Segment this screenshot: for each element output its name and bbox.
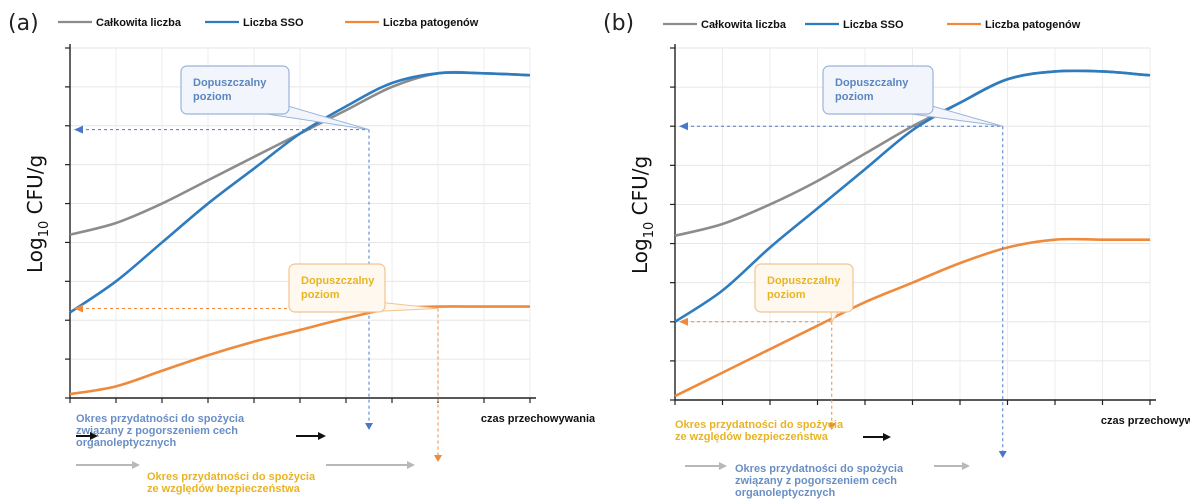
safety-gray-arrow-right-head	[407, 461, 415, 469]
y-axis-label: Log10 CFU/g	[628, 156, 657, 274]
sso-callout-text-1: Dopuszczalny	[835, 77, 909, 89]
pathogen-callout-text-1: Dopuszczalny	[301, 275, 375, 287]
x-axis-label: czas przechowywania	[481, 413, 595, 425]
legend-label: Liczba SSO	[243, 17, 304, 29]
pathogen-callout-text-2: poziom	[301, 289, 340, 301]
pathogen-threshold-arrowhead	[679, 317, 688, 326]
sso-threshold-arrowhead	[679, 122, 688, 131]
legend-label: Liczba patogenów	[985, 19, 1081, 31]
sensory-gray-arrow-right-head	[962, 462, 970, 470]
sensory-note-line: Okres przydatności do spożycia	[735, 463, 904, 475]
sensory-note-line: związany z pogorszeniem cech	[76, 425, 238, 437]
sso-callout-text-2: poziom	[835, 91, 874, 103]
sso-callout-text-2: poziom	[193, 91, 232, 103]
sso-callout-box	[180, 65, 290, 115]
pathogen-time-arrowhead	[434, 455, 442, 462]
pathogen-callout-text-2: poziom	[767, 289, 806, 301]
sensory-note-line: organoleptycznych	[735, 487, 836, 499]
chart-panel-a: (a) Log10 CFU/g czas przechowywania Całkowi…	[8, 11, 595, 495]
pathogen-callout-box	[288, 263, 386, 313]
sensory-gray-arrow-left-head	[719, 462, 727, 470]
pathogen-callout-box	[754, 263, 854, 313]
series-line-pathogens	[674, 237, 1150, 398]
safety-note-line: ze względów bezpieczeństwa	[147, 483, 301, 495]
panel-label: (b)	[603, 11, 634, 36]
legend-label: Całkowita liczba	[701, 19, 787, 31]
safety-note-line: ze względów bezpieczeństwa	[675, 431, 829, 443]
pathogen-callout-text-1: Dopuszczalny	[767, 275, 841, 287]
series-line-pathogens	[69, 305, 530, 396]
legend-label: Całkowita liczba	[96, 17, 182, 29]
legend-label: Liczba SSO	[843, 19, 904, 31]
safety-black-arrow-head	[883, 433, 891, 441]
panel-label: (a)	[8, 11, 39, 36]
series-line-sso	[674, 69, 1151, 323]
x-axis-label: czas przechowywania	[1101, 415, 1190, 427]
pathogen-time-arrowhead	[827, 423, 836, 430]
pathogen-threshold-arrowhead	[74, 304, 83, 313]
sensory-black-arrow-left-head	[90, 432, 98, 440]
series-line-sso	[69, 71, 531, 314]
y-axis-label: Log10 CFU/g	[23, 155, 52, 273]
sensory-note-line: organoleptycznych	[76, 437, 177, 449]
chart-panel-b: (b) Log10 CFU/g czas przechowywania Całkowi…	[595, 0, 1190, 500]
sso-callout-box	[822, 65, 934, 115]
sso-threshold-arrowhead	[74, 125, 83, 134]
safety-note-line: Okres przydatności do spożycia	[147, 471, 316, 483]
sensory-note-line: Okres przydatności do spożycia	[76, 413, 245, 425]
sso-time-arrowhead	[998, 451, 1007, 458]
sso-time-arrowhead	[365, 423, 373, 430]
safety-gray-arrow-left-head	[132, 461, 140, 469]
sensory-note-line: związany z pogorszeniem cech	[735, 475, 897, 487]
safety-note-line: Okres przydatności do spożycia	[675, 419, 844, 431]
legend-label: Liczba patogenów	[383, 17, 479, 29]
sso-callout-text-1: Dopuszczalny	[193, 77, 267, 89]
sensory-black-arrow-head	[318, 432, 326, 440]
chart-a-svg: (a) Log10 CFU/g czas przechowywania Całkowi…	[8, 11, 595, 495]
chart-b-svg: (b) Log10 CFU/g czas przechowywania Całkowi…	[603, 11, 1190, 499]
